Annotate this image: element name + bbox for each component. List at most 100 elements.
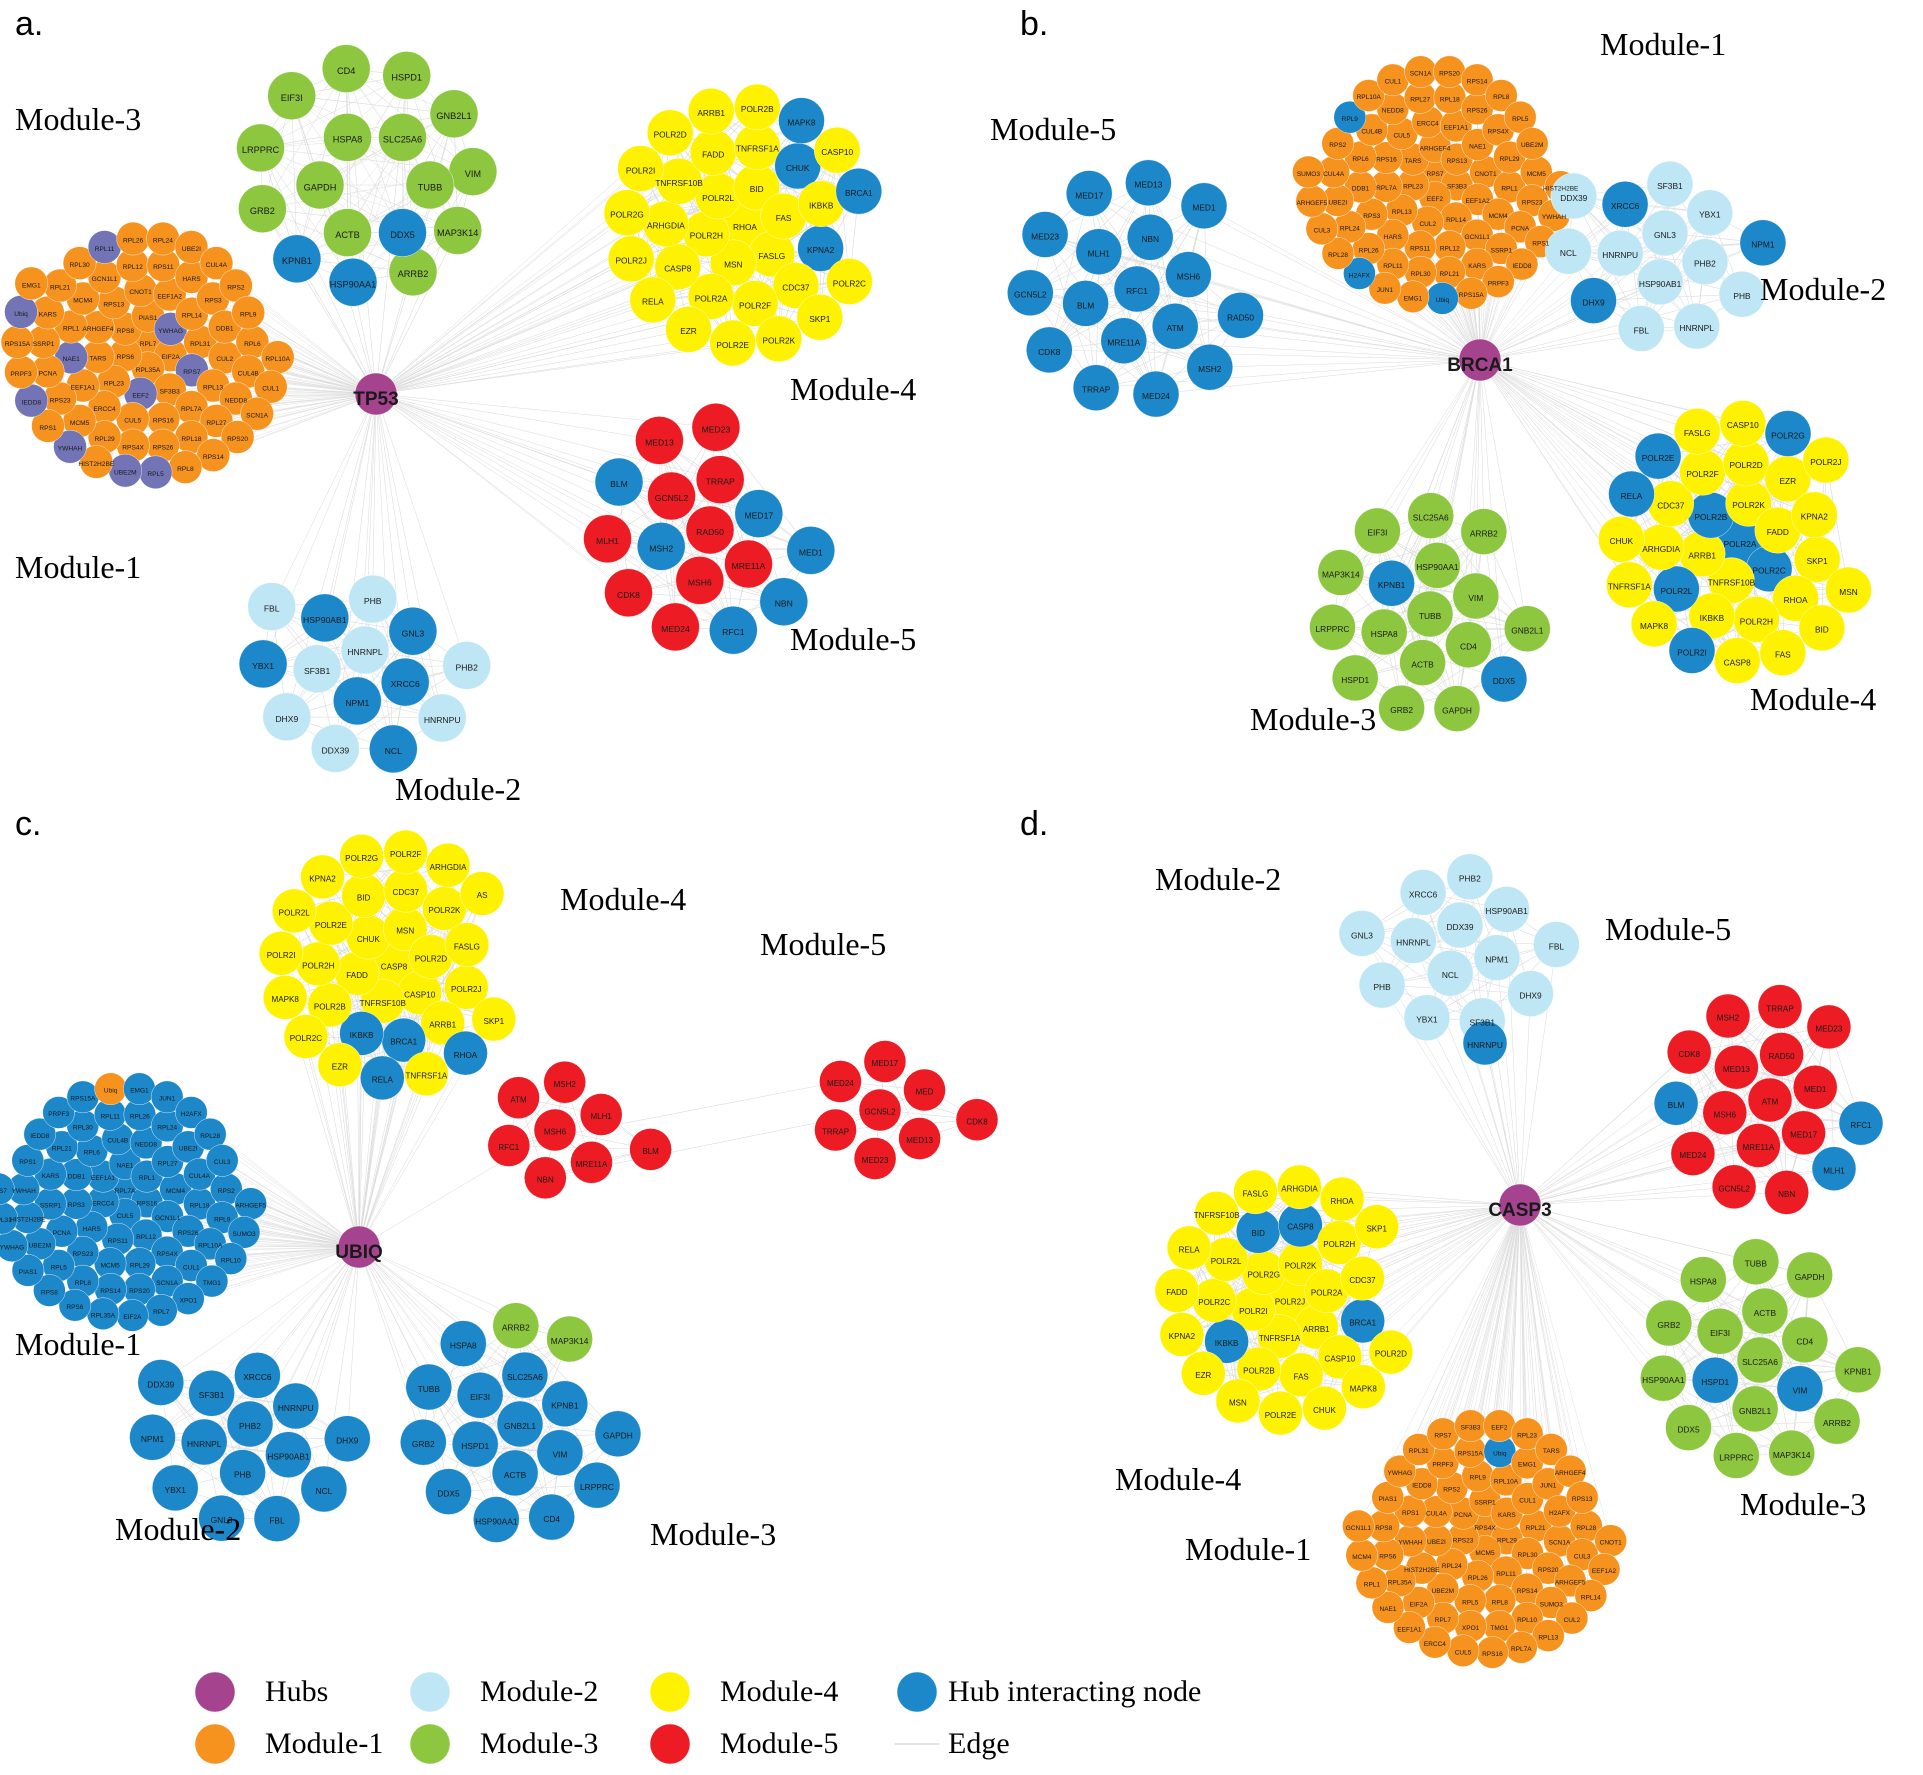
svg-text:RPL26: RPL26 bbox=[130, 1113, 150, 1120]
svg-text:POLR2E: POLR2E bbox=[1265, 1411, 1297, 1420]
svg-text:DDX5: DDX5 bbox=[390, 230, 415, 240]
svg-text:RPS11: RPS11 bbox=[108, 1238, 128, 1245]
svg-text:RPS13: RPS13 bbox=[103, 301, 124, 308]
svg-text:PHB2: PHB2 bbox=[239, 1421, 261, 1431]
svg-text:YWHAH: YWHAH bbox=[1542, 214, 1567, 221]
svg-text:RHOA: RHOA bbox=[454, 1051, 478, 1060]
svg-text:Module-1: Module-1 bbox=[15, 1326, 141, 1362]
svg-text:HSPA8: HSPA8 bbox=[1371, 629, 1398, 639]
svg-text:EIF3I: EIF3I bbox=[1710, 1328, 1730, 1338]
svg-text:RPL11: RPL11 bbox=[1383, 263, 1403, 270]
svg-text:MRE11A: MRE11A bbox=[732, 561, 766, 571]
svg-text:HSP90AB1: HSP90AB1 bbox=[1485, 906, 1528, 916]
svg-text:RPS1: RPS1 bbox=[19, 1159, 36, 1166]
svg-text:MED24: MED24 bbox=[827, 1079, 854, 1088]
svg-text:MED17: MED17 bbox=[872, 1059, 899, 1068]
svg-text:RPL14: RPL14 bbox=[1446, 217, 1466, 224]
svg-text:CUL5: CUL5 bbox=[1393, 133, 1410, 140]
svg-text:FAS: FAS bbox=[1294, 1373, 1309, 1382]
svg-text:Ubiq: Ubiq bbox=[14, 311, 28, 318]
svg-text:HNRNPL: HNRNPL bbox=[1396, 938, 1431, 948]
svg-text:Module-2: Module-2 bbox=[480, 1675, 598, 1708]
svg-text:RPS23: RPS23 bbox=[1453, 1537, 1474, 1544]
svg-text:LRPPRC: LRPPRC bbox=[580, 1482, 614, 1492]
svg-text:RPL31: RPL31 bbox=[0, 1217, 12, 1224]
svg-text:RPL6: RPL6 bbox=[1352, 156, 1369, 163]
svg-text:IEDD8: IEDD8 bbox=[1412, 1483, 1432, 1490]
svg-text:CD4: CD4 bbox=[337, 66, 355, 76]
svg-text:CUL5: CUL5 bbox=[1455, 1649, 1472, 1656]
svg-text:RPL10: RPL10 bbox=[1517, 1617, 1537, 1624]
svg-text:RPL10A: RPL10A bbox=[265, 356, 290, 363]
svg-text:RPL5: RPL5 bbox=[147, 471, 164, 478]
svg-text:POLR2L: POLR2L bbox=[1660, 586, 1692, 596]
svg-text:VIM: VIM bbox=[465, 169, 481, 179]
svg-text:MSH2: MSH2 bbox=[554, 1080, 577, 1089]
svg-text:HNRNPL: HNRNPL bbox=[347, 647, 383, 657]
svg-text:ACTB: ACTB bbox=[1411, 660, 1434, 670]
svg-text:KARS: KARS bbox=[1498, 1512, 1516, 1519]
svg-text:MSN: MSN bbox=[1839, 587, 1857, 597]
svg-text:ERCC4: ERCC4 bbox=[1424, 1641, 1446, 1648]
svg-text:PRPF3: PRPF3 bbox=[48, 1111, 69, 1118]
svg-text:POLR2K: POLR2K bbox=[428, 906, 461, 915]
svg-text:UBE2I: UBE2I bbox=[1328, 199, 1347, 206]
svg-text:RPL28: RPL28 bbox=[200, 1133, 220, 1140]
svg-text:ARHGDIA: ARHGDIA bbox=[430, 863, 467, 872]
svg-text:RPS16: RPS16 bbox=[1376, 157, 1397, 164]
svg-text:RPS16: RPS16 bbox=[1482, 1651, 1503, 1658]
svg-text:KPNA2: KPNA2 bbox=[1169, 1332, 1196, 1341]
svg-text:FASLG: FASLG bbox=[454, 942, 480, 951]
svg-text:POLR2J: POLR2J bbox=[451, 985, 482, 994]
svg-text:RPS20: RPS20 bbox=[1538, 1567, 1559, 1574]
svg-text:RPL10A: RPL10A bbox=[1357, 94, 1382, 101]
svg-text:ACTB: ACTB bbox=[1754, 1308, 1777, 1318]
svg-text:DDX39: DDX39 bbox=[147, 1379, 174, 1389]
svg-text:POLR2I: POLR2I bbox=[267, 951, 296, 960]
svg-text:RPL11: RPL11 bbox=[1496, 1571, 1516, 1578]
svg-text:PHB2: PHB2 bbox=[1694, 259, 1716, 269]
svg-text:MSN: MSN bbox=[724, 260, 742, 270]
svg-text:FAS: FAS bbox=[776, 213, 792, 223]
svg-text:CHUK: CHUK bbox=[357, 935, 381, 944]
svg-text:RPL30: RPL30 bbox=[1518, 1552, 1538, 1559]
svg-text:JUN1: JUN1 bbox=[1540, 1483, 1557, 1490]
svg-text:RPL23: RPL23 bbox=[1517, 1433, 1537, 1440]
svg-text:Module-5: Module-5 bbox=[1605, 911, 1731, 947]
svg-text:SKP1: SKP1 bbox=[483, 1017, 504, 1026]
svg-text:ARHGDIA: ARHGDIA bbox=[1281, 1185, 1318, 1194]
svg-text:RPL35A: RPL35A bbox=[1388, 1580, 1413, 1587]
svg-text:MSH6: MSH6 bbox=[1177, 272, 1201, 282]
svg-text:NPM1: NPM1 bbox=[345, 698, 369, 708]
svg-text:BRCA1: BRCA1 bbox=[845, 188, 873, 198]
svg-text:GCN1L1: GCN1L1 bbox=[92, 276, 118, 283]
svg-text:GNB2L1: GNB2L1 bbox=[504, 1421, 536, 1431]
svg-text:SKP1: SKP1 bbox=[1366, 1224, 1387, 1233]
svg-text:JUN1: JUN1 bbox=[159, 1096, 176, 1103]
svg-text:RPL11: RPL11 bbox=[100, 1113, 120, 1120]
svg-text:RPL21: RPL21 bbox=[1439, 271, 1459, 278]
svg-text:XRCC6: XRCC6 bbox=[391, 679, 420, 689]
svg-text:ACTB: ACTB bbox=[335, 230, 360, 240]
svg-text:MSH2: MSH2 bbox=[649, 543, 673, 553]
svg-text:MED23: MED23 bbox=[1815, 1025, 1842, 1034]
svg-text:CD4: CD4 bbox=[1460, 642, 1477, 652]
svg-text:MED13: MED13 bbox=[1134, 180, 1162, 190]
svg-text:RPL28: RPL28 bbox=[1328, 252, 1348, 259]
svg-text:CUL5: CUL5 bbox=[124, 418, 141, 425]
svg-text:RPL8: RPL8 bbox=[1493, 94, 1510, 101]
svg-text:RPS2: RPS2 bbox=[1443, 1487, 1460, 1494]
svg-text:POLR2J: POLR2J bbox=[1810, 457, 1841, 467]
svg-text:PHB2: PHB2 bbox=[455, 662, 478, 672]
svg-text:MCM4: MCM4 bbox=[73, 297, 93, 304]
svg-text:EMG1: EMG1 bbox=[1404, 295, 1423, 302]
svg-text:RPL27: RPL27 bbox=[1410, 96, 1430, 103]
svg-text:HSP90AB1: HSP90AB1 bbox=[267, 1452, 310, 1462]
svg-text:NBN: NBN bbox=[1778, 1190, 1795, 1199]
svg-text:POLR2C: POLR2C bbox=[833, 278, 866, 288]
svg-text:IEDD8: IEDD8 bbox=[30, 1133, 50, 1140]
svg-text:Module-2: Module-2 bbox=[115, 1511, 241, 1547]
svg-text:XPO1: XPO1 bbox=[180, 1297, 198, 1304]
svg-text:RPS23: RPS23 bbox=[1522, 199, 1543, 206]
svg-text:TARS: TARS bbox=[1543, 1448, 1561, 1455]
